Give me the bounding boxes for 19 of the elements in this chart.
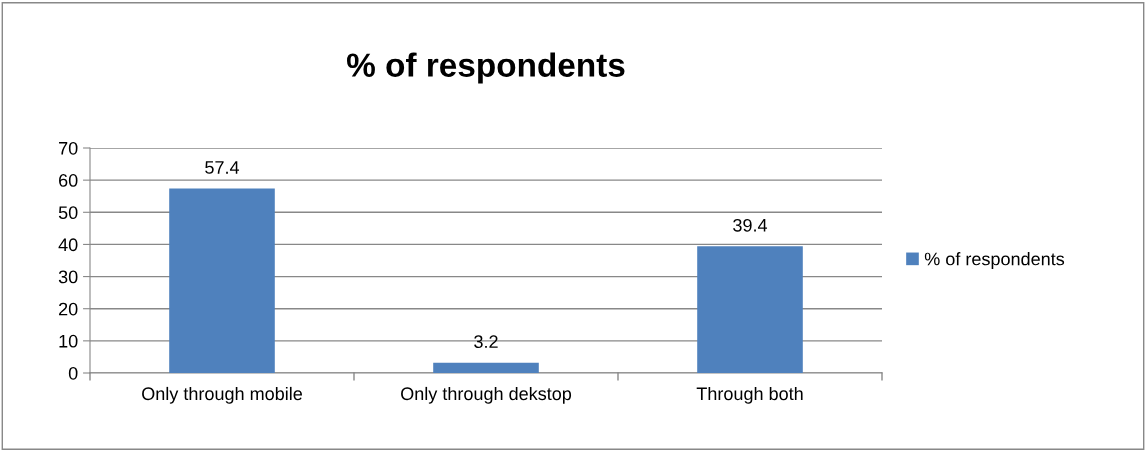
y-tick-label: 40 bbox=[58, 238, 78, 252]
x-tick-label: Through both bbox=[696, 386, 803, 404]
legend-label: % of respondents bbox=[924, 252, 1065, 269]
bar bbox=[433, 362, 539, 373]
data-label: 3.2 bbox=[474, 335, 498, 349]
bar bbox=[697, 246, 803, 373]
y-tick-label: 60 bbox=[59, 174, 78, 187]
chart-title: % of respondents bbox=[347, 52, 625, 84]
x-tick-label: Only through mobile bbox=[142, 386, 302, 404]
data-label: 39.4 bbox=[733, 218, 768, 232]
y-tick-label: 20 bbox=[59, 302, 78, 316]
y-tick-label: 50 bbox=[58, 206, 78, 220]
x-tick-label: Only through dekstop bbox=[401, 386, 572, 404]
y-tick-label: 10 bbox=[59, 334, 78, 348]
data-label: 57.4 bbox=[205, 161, 240, 174]
y-tick-label: 70 bbox=[59, 141, 78, 155]
y-tick-label: 0 bbox=[68, 366, 78, 380]
y-tick-label: 30 bbox=[58, 270, 78, 284]
bar bbox=[169, 188, 275, 373]
